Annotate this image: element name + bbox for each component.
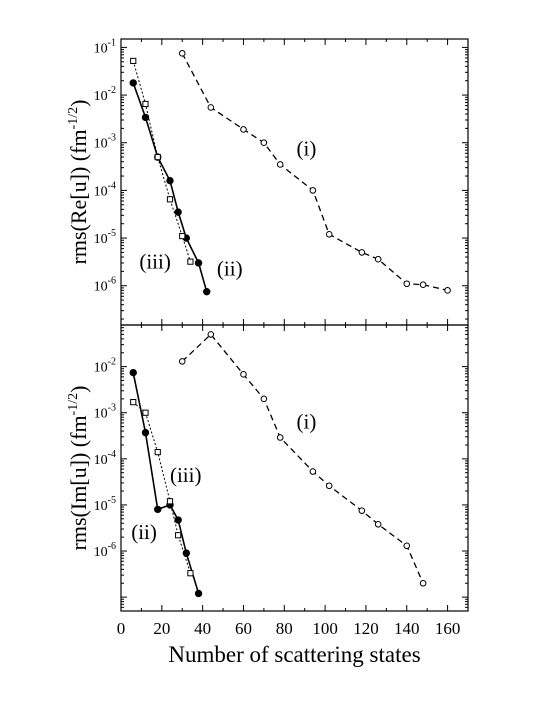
data-point	[154, 448, 161, 456]
data-point	[325, 230, 333, 238]
series-line-i	[181, 52, 448, 291]
data-point	[260, 139, 268, 147]
x-tick-label: 140	[394, 619, 420, 638]
data-point	[141, 113, 150, 122]
series-line-ii	[132, 82, 208, 292]
x-tick-label: 60	[235, 619, 252, 638]
x-tick-label: 120	[353, 619, 379, 638]
data-point	[178, 50, 186, 57]
data-point	[130, 399, 137, 406]
data-point	[207, 331, 215, 338]
data-point	[309, 187, 317, 194]
data-point	[175, 532, 182, 539]
y-tick-label: 10-3	[94, 403, 116, 422]
data-point	[130, 57, 137, 65]
y-axis-label: rms(Im[u]) (fm-1/2)	[66, 386, 91, 551]
data-point	[182, 549, 191, 557]
data-point	[166, 196, 174, 203]
data-point	[374, 520, 382, 528]
series-line-iii	[132, 60, 191, 262]
data-point	[207, 104, 215, 111]
data-point	[240, 371, 247, 378]
x-tick-label: 20	[153, 619, 170, 638]
x-tick-label: 0	[117, 619, 126, 638]
data-point	[276, 434, 284, 441]
data-point	[309, 468, 317, 475]
x-axis-label: Number of scattering states	[168, 642, 420, 667]
data-point	[154, 153, 161, 161]
data-point	[419, 281, 427, 289]
data-point	[403, 280, 411, 288]
data-point	[403, 542, 411, 550]
y-tick-label: 10-6	[94, 276, 116, 295]
data-point	[166, 176, 174, 185]
x-tick-label: 100	[312, 619, 338, 638]
x-tick-label: 160	[435, 619, 461, 638]
data-point	[444, 287, 451, 294]
series-line-iii	[132, 401, 191, 574]
y-tick-label: 10-2	[94, 357, 116, 376]
data-point	[358, 507, 366, 514]
data-point	[240, 126, 247, 133]
data-point	[154, 505, 162, 514]
data-point	[174, 208, 182, 216]
data-point	[194, 259, 203, 267]
data-point	[358, 249, 366, 256]
x-tick-label: 40	[194, 619, 211, 638]
y-tick-label: 10-4	[94, 180, 116, 199]
panel-bottom: 0 20 40 60 80 100 120 140 160 10-2 10-3 10-4 10-5 10-…	[66, 324, 469, 667]
data-point	[374, 255, 382, 263]
data-point	[166, 498, 174, 505]
y-axis-label: rms(Re[u]) (fm-1/2)	[66, 100, 91, 265]
series-label: (i)	[297, 409, 317, 433]
data-point	[129, 79, 137, 87]
y-tick-label: 10-3	[94, 133, 116, 152]
data-point	[194, 589, 203, 598]
series-label: (ii)	[131, 520, 157, 544]
data-point	[276, 161, 284, 168]
y-tick-label: 10-1	[94, 37, 116, 56]
data-point	[174, 516, 182, 524]
data-point	[142, 409, 149, 416]
data-point	[178, 358, 186, 365]
data-point	[142, 100, 149, 108]
series-label: (ii)	[217, 256, 243, 280]
series-line-i	[181, 333, 424, 584]
y-tick-label: 10-5	[94, 228, 116, 247]
data-point	[419, 579, 427, 587]
data-point	[129, 368, 137, 377]
data-point	[203, 287, 211, 296]
data-point	[325, 482, 333, 490]
y-tick-label: 10-5	[94, 495, 116, 514]
data-point	[187, 258, 194, 265]
y-tick-label: 10-4	[94, 449, 116, 468]
data-point	[187, 570, 194, 577]
series-label: (iii)	[170, 463, 202, 487]
data-point	[179, 232, 186, 240]
data-point	[141, 428, 150, 437]
y-tick-label: 10-2	[94, 85, 116, 104]
plot-frame	[120, 324, 469, 612]
data-point	[260, 395, 268, 403]
x-tick-label: 80	[276, 619, 293, 638]
series-label: (iii)	[139, 250, 171, 274]
series-label: (i)	[297, 137, 317, 161]
y-tick-label: 10-6	[94, 541, 116, 560]
